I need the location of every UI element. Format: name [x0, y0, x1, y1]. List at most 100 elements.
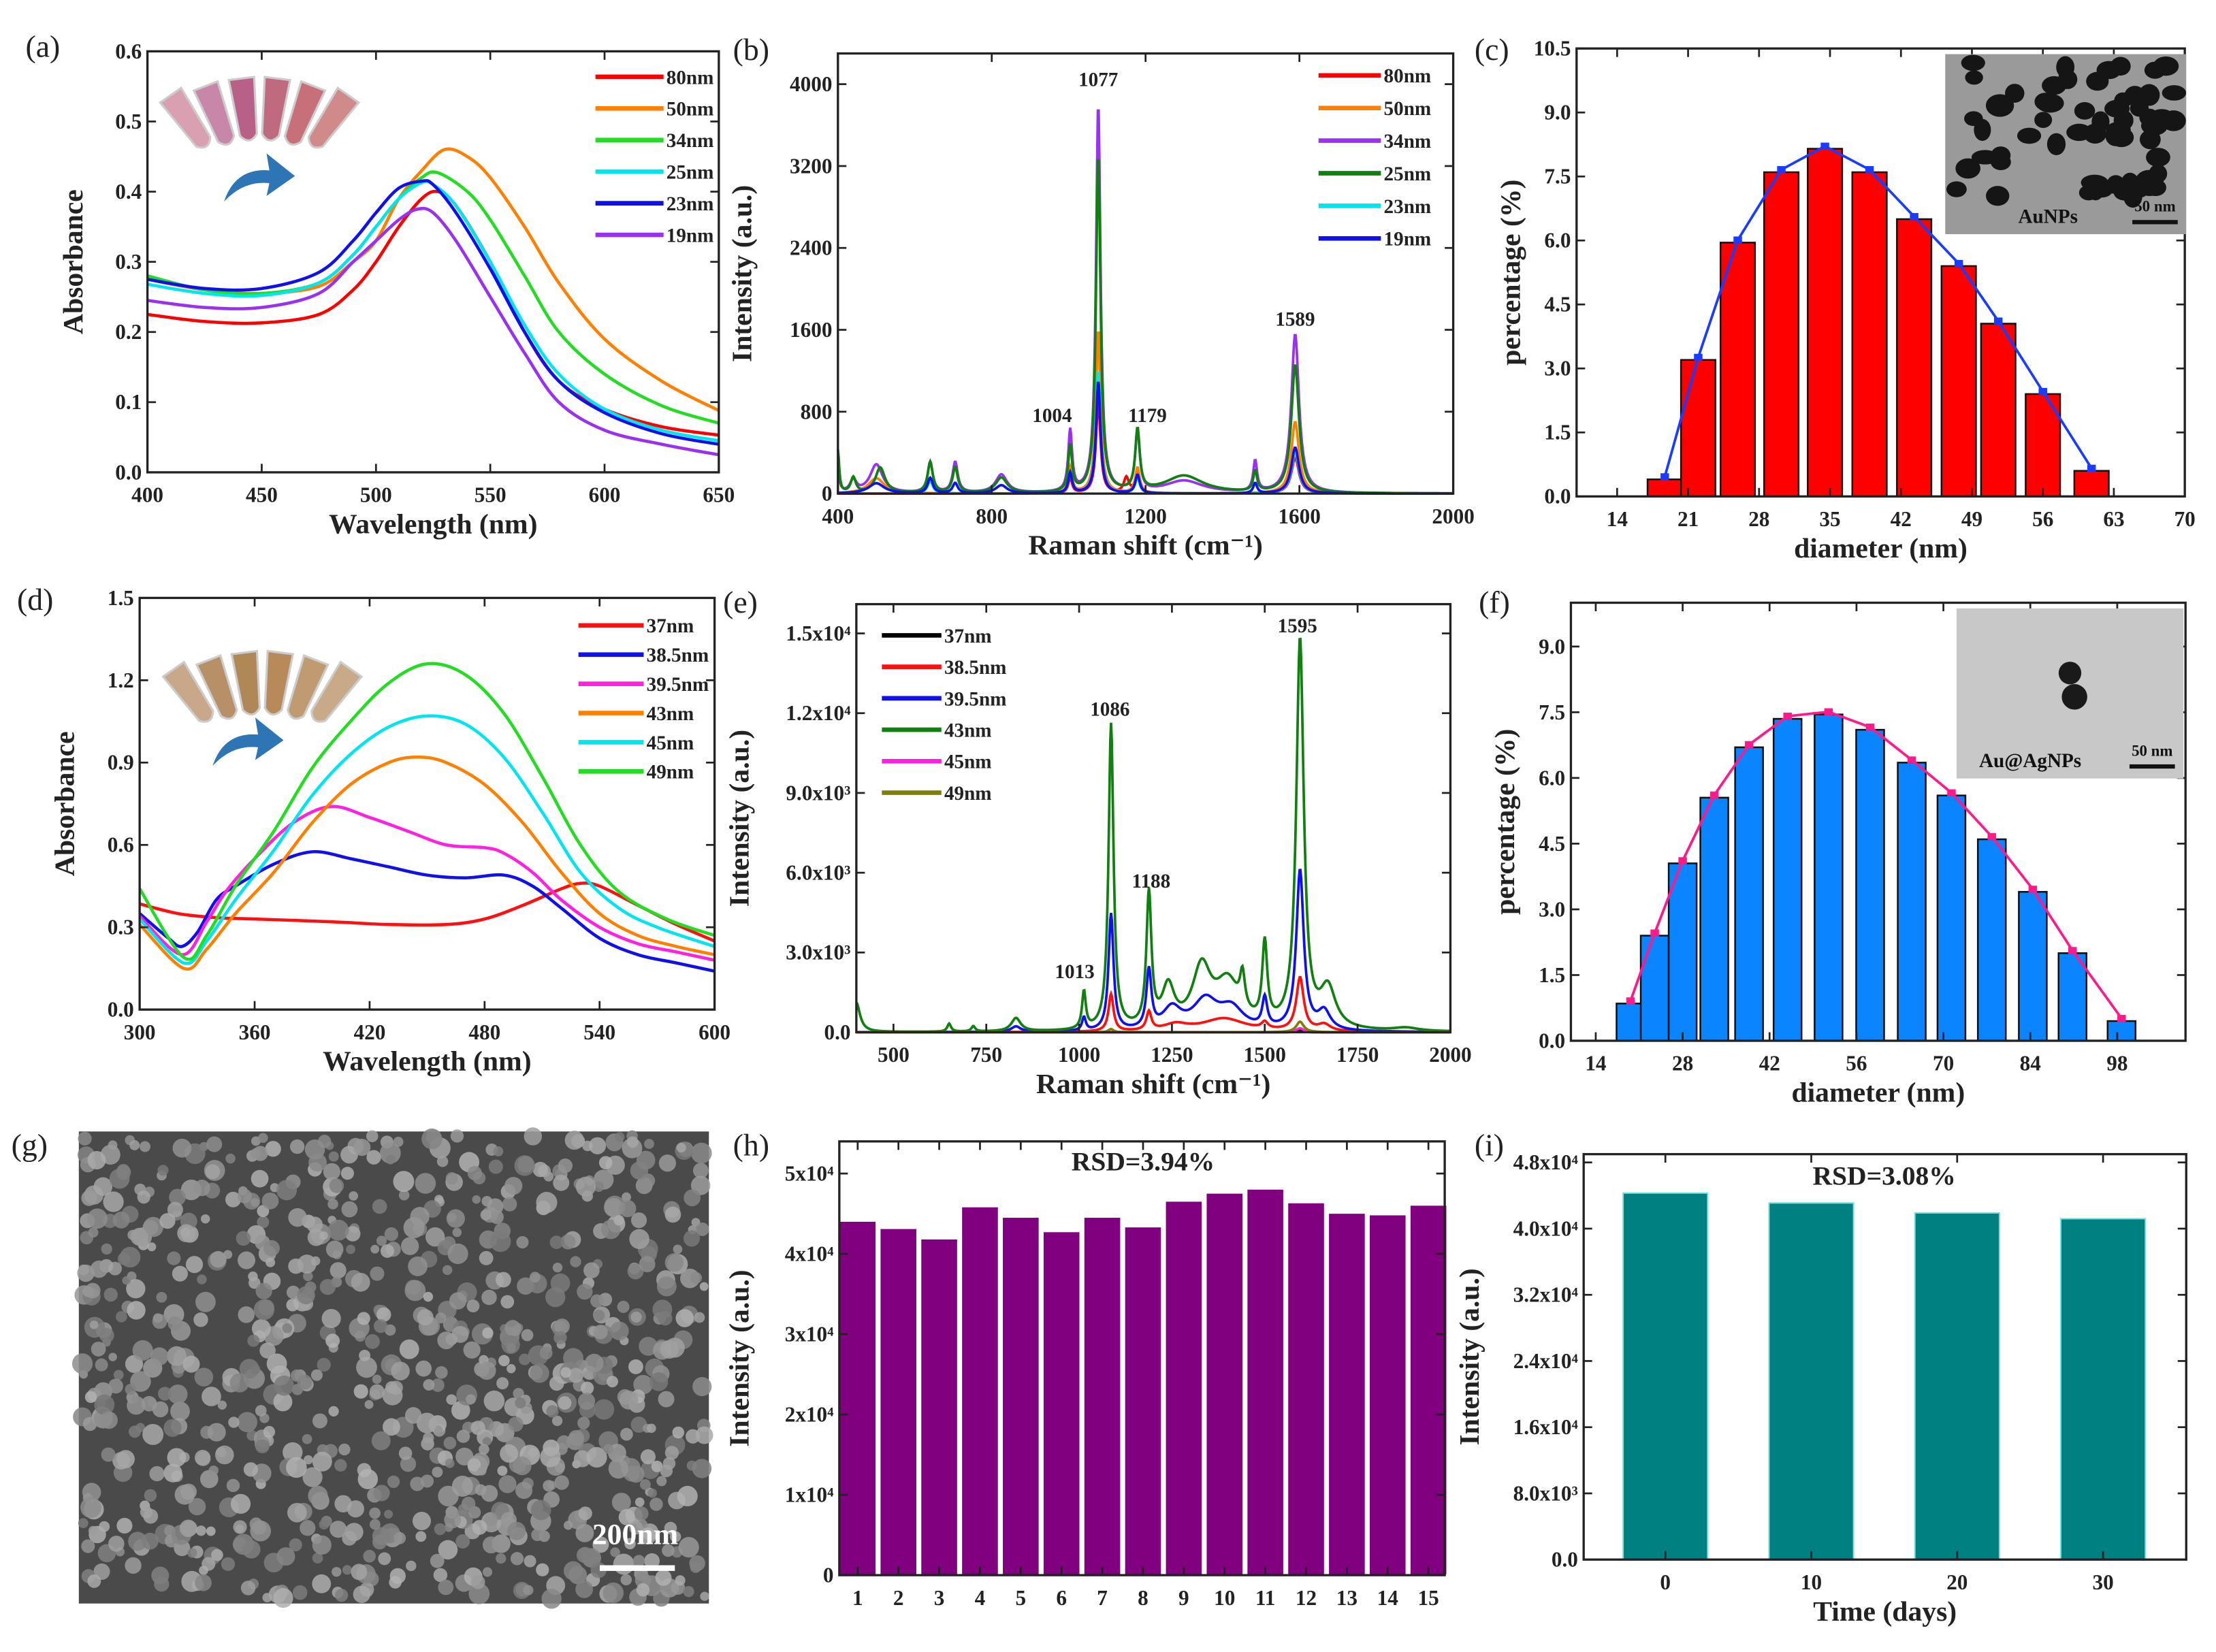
tube-icon: [261, 76, 291, 142]
particle: [493, 1146, 504, 1156]
plot-frame: [855, 602, 1452, 1034]
particle: [575, 1580, 594, 1598]
series-line: [147, 179, 720, 442]
distribution-marker: [1660, 473, 1669, 481]
particle: [253, 1299, 275, 1321]
bar: [1646, 478, 1683, 498]
particle: [423, 1432, 434, 1444]
particle: [436, 1155, 449, 1167]
particle: [297, 1254, 317, 1274]
nanoparticle-icon: [1965, 70, 1983, 85]
distribution-marker: [2038, 387, 2047, 395]
tube-icon: [230, 649, 261, 716]
particle: [421, 1128, 443, 1150]
x-tick-label: 2: [893, 1586, 904, 1610]
plot-frame: [1582, 1152, 2187, 1561]
distribution-marker: [1947, 789, 1956, 796]
particle: [451, 1401, 470, 1420]
particle: [167, 1251, 181, 1265]
particle: [384, 1227, 399, 1242]
particle: [577, 1283, 593, 1300]
y-tick-label: 1.2: [108, 668, 134, 692]
particle: [581, 1381, 594, 1395]
x-tick-label: 8: [1138, 1586, 1149, 1610]
particle: [445, 1458, 455, 1468]
plot-frame: [146, 50, 720, 474]
particle: [319, 1231, 328, 1240]
nanoparticle-icon: [1955, 158, 1981, 179]
particle: [365, 1334, 380, 1349]
particle: [327, 1199, 338, 1210]
particle: [194, 1367, 214, 1387]
particle: [126, 1279, 146, 1299]
x-axis-label: Time (days): [1813, 1596, 1957, 1627]
particle: [613, 1214, 625, 1226]
particle: [438, 1540, 458, 1560]
distribution-line: [1629, 710, 2123, 1020]
particle: [536, 1192, 558, 1214]
tube-icon: [307, 86, 361, 149]
legend-label: 43nm: [647, 703, 694, 725]
particle: [677, 1485, 698, 1507]
particle: [393, 1171, 415, 1193]
particle: [692, 1163, 709, 1179]
tem-inset: AuNPs 50 nm: [1945, 54, 2187, 235]
y-axis-label: Intensity (a.u.): [727, 185, 758, 362]
particle: [185, 1256, 204, 1274]
particle: [372, 1534, 387, 1550]
particle: [481, 1195, 492, 1207]
particle: [513, 1456, 532, 1476]
particle: [614, 1132, 625, 1142]
particle: [652, 1299, 673, 1320]
particle: [568, 1429, 585, 1446]
bar: [2106, 1020, 2137, 1042]
legend-label: 38.5nm: [647, 645, 709, 666]
particle: [594, 1399, 615, 1420]
particle: [664, 1521, 677, 1535]
particle: [619, 1199, 637, 1218]
y-tick-label: 0.1: [115, 390, 142, 414]
rsd-label: RSD=3.94%: [1072, 1146, 1215, 1176]
particle: [255, 1405, 267, 1416]
x-tick-label: 35: [1819, 507, 1840, 531]
y-tick-label: 1600: [790, 318, 832, 342]
bar: [2057, 952, 2088, 1042]
arrow-icon: [224, 153, 295, 202]
distribution-marker: [1865, 166, 1874, 174]
particle: [167, 1316, 182, 1331]
x-tick-label: 1200: [1124, 504, 1166, 528]
particle: [206, 1526, 216, 1536]
particle: [603, 1444, 613, 1455]
peak-label: 1077: [1078, 69, 1118, 91]
particle: [590, 1294, 604, 1308]
particle: [321, 1308, 341, 1329]
panel-label: (h): [733, 1128, 769, 1163]
y-tick-label: 0.0: [1544, 485, 1571, 508]
particle: [383, 1418, 400, 1436]
particle: [444, 1511, 462, 1529]
particle: [263, 1240, 280, 1257]
nanoparticle-icon: [2138, 84, 2160, 106]
particle: [330, 1521, 347, 1538]
particle: [456, 1429, 470, 1443]
particle: [308, 1153, 327, 1172]
legend-label: 80nm: [1384, 65, 1432, 87]
particle: [329, 1178, 344, 1193]
particle: [694, 1312, 705, 1323]
particle: [205, 1164, 221, 1180]
distribution-marker: [1626, 997, 1635, 1005]
y-tick-label: 4.0x10⁴: [1513, 1216, 1579, 1240]
particle: [430, 1553, 445, 1568]
nanoparticle-icon: [2139, 108, 2159, 127]
particle: [258, 1133, 268, 1143]
particle: [442, 1265, 453, 1276]
particle: [662, 1544, 675, 1557]
particle: [158, 1387, 172, 1401]
particle: [363, 1549, 376, 1563]
bar: [1976, 838, 2007, 1042]
particle: [266, 1257, 276, 1267]
particle: [273, 1587, 293, 1608]
particle: [340, 1167, 354, 1180]
particle: [504, 1176, 523, 1195]
y-tick-label: 4.5: [1539, 832, 1565, 856]
